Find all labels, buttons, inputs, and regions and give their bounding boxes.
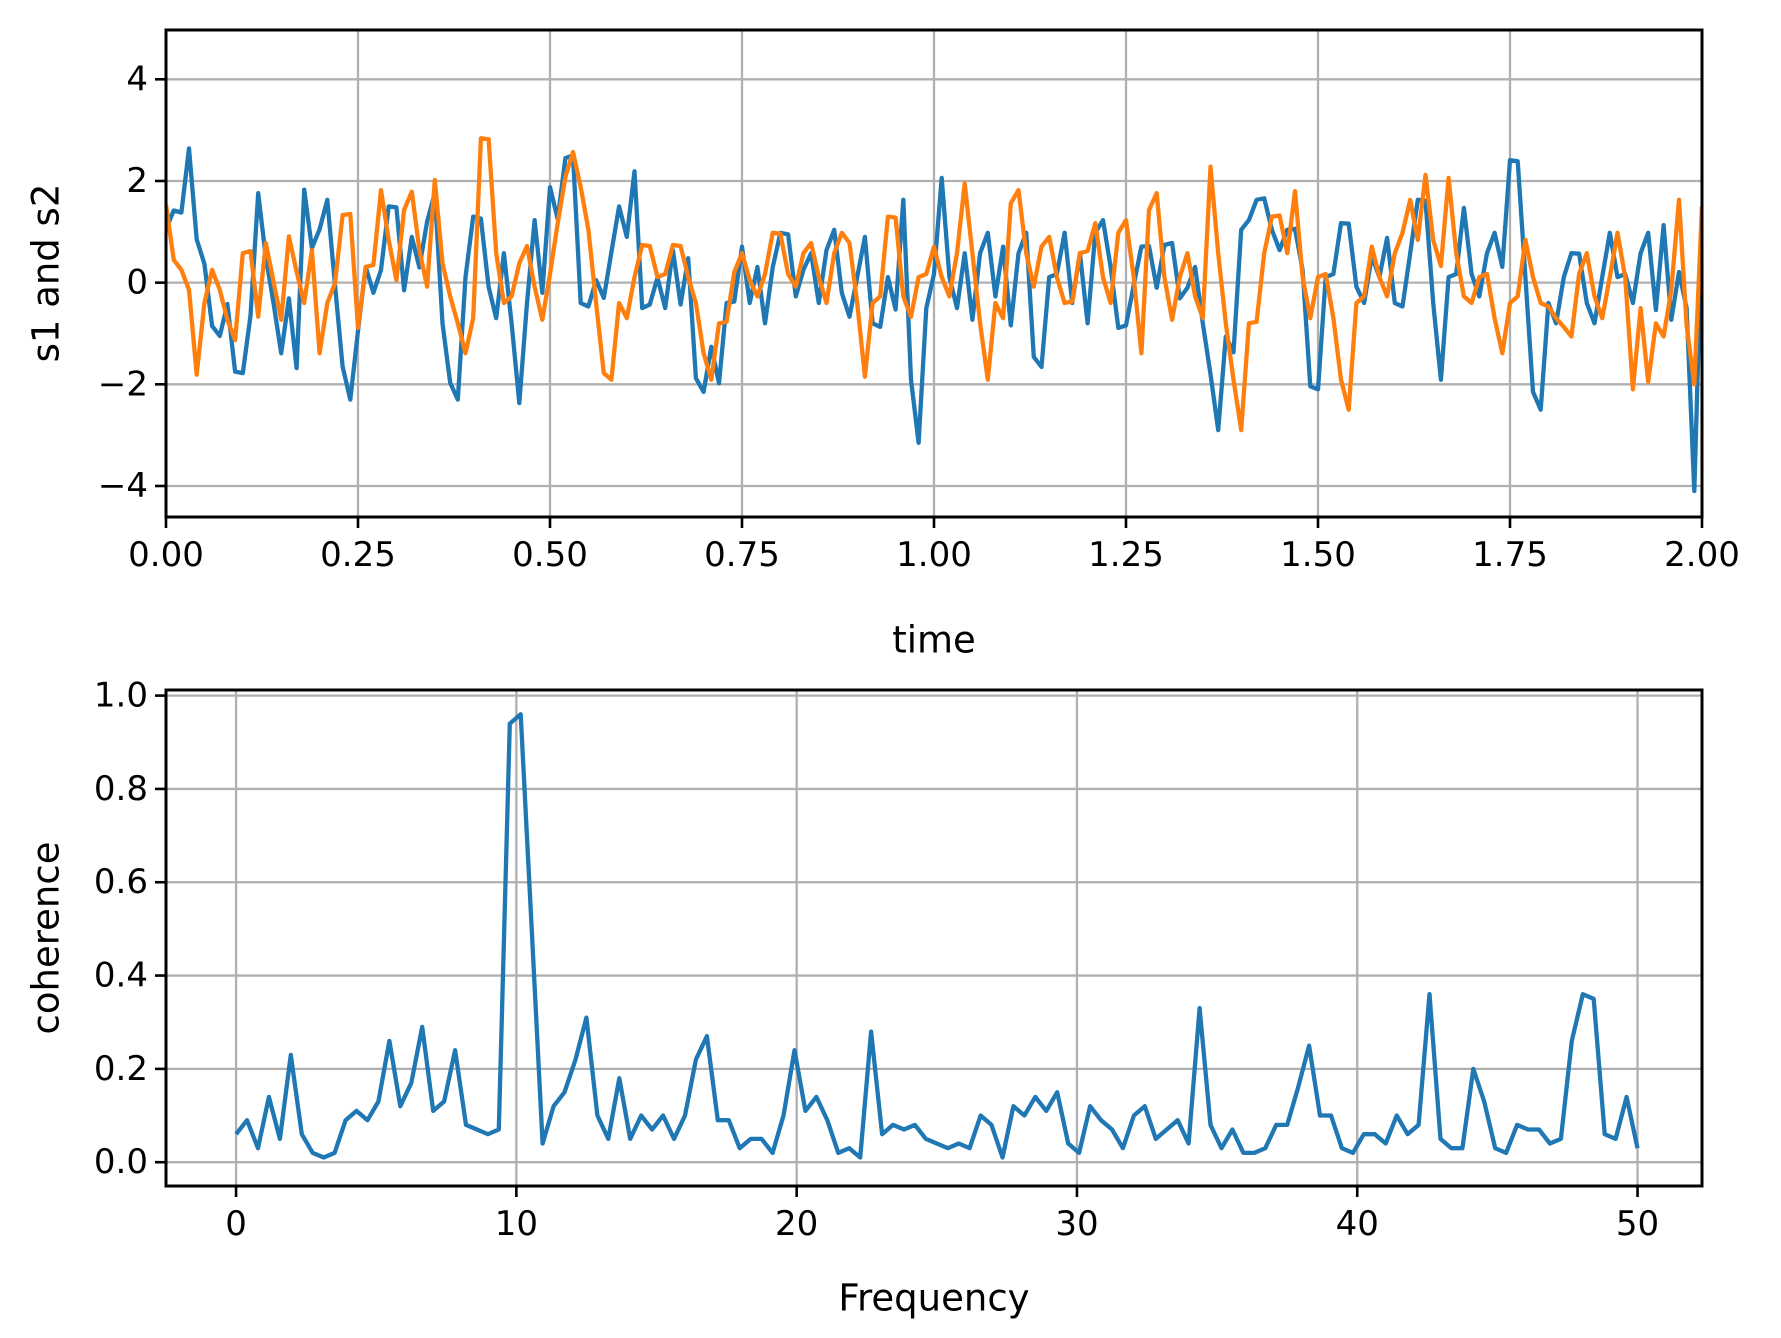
ticks: 0.00 0.25 0.50 0.75 1.00 1.25 1.50 1.75 2.00 −4 −2… xyxy=(98,59,1740,575)
y-tick-label: 2 xyxy=(126,161,148,201)
top-chart: 0.00 0.25 0.50 0.75 1.00 1.25 1.50 1.75 2.00 −4 −2… xyxy=(25,28,1740,662)
x-tick-label: 40 xyxy=(1336,1204,1379,1244)
y-tick-label: −4 xyxy=(98,466,148,506)
x-tick-label: 0.25 xyxy=(320,535,396,575)
x-tick-label: 0.00 xyxy=(128,535,204,575)
x-tick-label: 0.50 xyxy=(512,535,588,575)
y-tick-label: 0.2 xyxy=(94,1049,148,1089)
y-tick-label: −2 xyxy=(98,364,148,404)
x-tick-label: 50 xyxy=(1616,1204,1659,1244)
y-tick-label: 0.4 xyxy=(94,956,148,996)
coherence-chart-ylabel: coherence xyxy=(25,842,68,1035)
x-tick-label: 1.50 xyxy=(1280,535,1356,575)
x-tick-label: 20 xyxy=(775,1204,818,1244)
x-tick-label: 0 xyxy=(225,1204,247,1244)
coherence-chart: 0 10 20 30 40 500.00.20.40.60.81.0 Frequency … xyxy=(25,676,1704,1320)
grid xyxy=(166,690,1702,1186)
x-tick-label: 1.00 xyxy=(896,535,972,575)
y-tick-label: 0.0 xyxy=(94,1142,148,1182)
top-chart-xlabel: time xyxy=(892,619,976,662)
y-tick-label: 0 xyxy=(126,263,148,303)
y-tick-label: 0.8 xyxy=(94,769,148,809)
y-tick-label: 4 xyxy=(126,59,148,99)
top-chart-ylabel: s1 and s2 xyxy=(25,184,68,363)
axes-frame xyxy=(164,688,1704,1188)
s2-line xyxy=(166,136,1702,433)
x-tick-label: 0.75 xyxy=(704,535,780,575)
y-tick-label: 0.6 xyxy=(94,862,148,902)
x-tick-label: 30 xyxy=(1055,1204,1098,1244)
x-tick-label: 1.75 xyxy=(1472,535,1548,575)
x-tick-label: 1.25 xyxy=(1088,535,1164,575)
coherence-line xyxy=(234,712,1640,1160)
ticks: 0 10 20 30 40 50 0.0 0.2 0.4 0.6 0.8 1.0 xyxy=(94,676,1659,1244)
x-tick-label: 10 xyxy=(495,1204,538,1244)
grid xyxy=(164,30,1704,517)
y-tick-label: 1.0 xyxy=(94,676,148,716)
coherence-chart-xlabel: Frequency xyxy=(838,1277,1029,1320)
x-tick-label: 2.00 xyxy=(1664,535,1740,575)
